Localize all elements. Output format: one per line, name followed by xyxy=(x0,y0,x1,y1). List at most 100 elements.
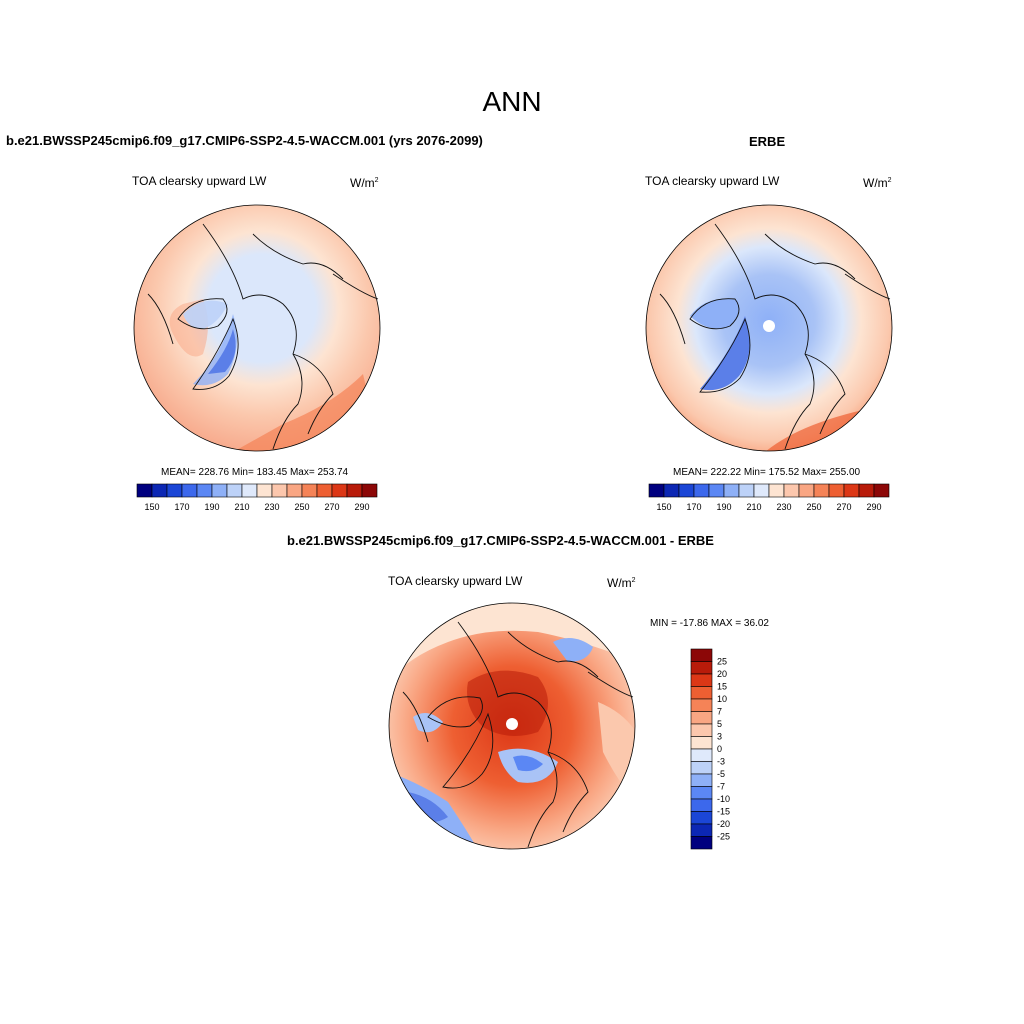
panel-diff-colorbar-box xyxy=(690,711,713,725)
diff-negative-region xyxy=(413,713,443,733)
panel-obs-colorbar-box xyxy=(783,483,800,498)
panel-model-colorbar-box xyxy=(196,483,213,498)
panel-obs-colorbar-box xyxy=(798,483,815,498)
panel-model-colorbar-label: 250 xyxy=(294,502,309,512)
panel-diff-colorbar-label: -5 xyxy=(717,769,725,779)
panel-obs-colorbar-label: 210 xyxy=(746,502,761,512)
panel-diff-colorbar-label: 7 xyxy=(717,707,722,717)
panel-model-colorbar-box xyxy=(301,483,318,498)
map-boundary xyxy=(133,204,381,452)
panel-diff-colorbar-box xyxy=(690,686,713,700)
panel-model-colorbar-label: 190 xyxy=(204,502,219,512)
panel-model-colorbar-box xyxy=(226,483,243,498)
panel-diff-colorbar-label: -25 xyxy=(717,832,730,842)
panel-obs-colorbar-label: 150 xyxy=(656,502,671,512)
panel-obs-colorbar-box xyxy=(708,483,725,498)
panel-obs-map xyxy=(645,204,893,452)
map-field-patch xyxy=(389,603,635,682)
panel-obs-colorbar: 150 170 190 210 230 250 270 290 xyxy=(648,483,890,512)
panel-model-colorbar-label: 150 xyxy=(144,502,159,512)
panel-diff-colorbar-box xyxy=(690,698,713,712)
panel-obs-colorbar-box xyxy=(738,483,755,498)
panel-diff-colorbar-label: 25 xyxy=(717,657,727,667)
polar-gap xyxy=(763,320,775,332)
panel-model-variable: TOA clearsky upward LW xyxy=(132,174,267,188)
archipelago-blue xyxy=(183,300,228,329)
panel-obs-colorbar-box xyxy=(678,483,695,498)
panel-model-colorbar-label: 270 xyxy=(324,502,339,512)
panel-diff-colorbar-label: -10 xyxy=(717,794,730,804)
map-boundary xyxy=(388,602,636,850)
panel-diff-colorbar-label: -7 xyxy=(717,782,725,792)
panel-obs-colorbar-box xyxy=(873,483,890,498)
figure-title: ANN xyxy=(482,86,542,117)
panel-obs-colorbar-label: 230 xyxy=(776,502,791,512)
panel-model-heading: b.e21.BWSSP245cmip6.f09_g17.CMIP6-SSP2-4… xyxy=(6,133,483,148)
panel-obs-colorbar-box xyxy=(813,483,830,498)
panel-diff-colorbar-box xyxy=(690,773,713,787)
panel-model-colorbar-box xyxy=(316,483,333,498)
panel-diff-heading: b.e21.BWSSP245cmip6.f09_g17.CMIP6-SSP2-4… xyxy=(287,533,714,548)
panel-obs-colorbar-box xyxy=(648,483,665,498)
panel-obs-colorbar-box xyxy=(723,483,740,498)
panel-diff-colorbar: 25 20 15 10 7 5 3 0 -3 -5 -7 -10 -15 -20 -25 xyxy=(690,648,730,850)
panel-model-colorbar-box xyxy=(136,483,153,498)
panel-diff-colorbar-label: 5 xyxy=(717,719,722,729)
panel-obs-colorbar-box xyxy=(858,483,875,498)
panel-diff-colorbar-box xyxy=(690,648,713,662)
panel-model-colorbar-box xyxy=(361,483,378,498)
panel-model-colorbar-label: 210 xyxy=(234,502,249,512)
polar-gap xyxy=(506,718,518,730)
panel-model-colorbar-box xyxy=(166,483,183,498)
panel-model-colorbar-label: 290 xyxy=(354,502,369,512)
panel-diff-colorbar-box xyxy=(690,748,713,762)
panel-diff-colorbar-box xyxy=(690,823,713,837)
panel-diff-colorbar-label: 20 xyxy=(717,669,727,679)
panel-obs-colorbar-box xyxy=(693,483,710,498)
panel-model-colorbar-box xyxy=(256,483,273,498)
map-boundary xyxy=(645,204,893,452)
panel-model-colorbar-label: 170 xyxy=(174,502,189,512)
panel-diff-map xyxy=(388,602,636,850)
panel-model-colorbar-box xyxy=(271,483,288,498)
panel-obs-colorbar-label: 170 xyxy=(686,502,701,512)
panel-model-colorbar-box xyxy=(241,483,258,498)
panel-obs-colorbar-label: 290 xyxy=(866,502,881,512)
coastlines xyxy=(659,223,891,450)
diff-positive-core xyxy=(467,670,548,736)
coastlines xyxy=(147,223,379,450)
panel-diff-colorbar-box xyxy=(690,786,713,800)
panel-diff-colorbar-box xyxy=(690,736,713,750)
panel-diff-colorbar-box xyxy=(690,798,713,812)
panel-obs-stats: MEAN= 222.22 Min= 175.52 Max= 255.00 xyxy=(673,467,861,478)
panel-model-colorbar: 150 170 190 210 230 250 270 290 xyxy=(136,483,378,512)
panel-diff-colorbar-box xyxy=(690,661,713,675)
panel-obs-colorbar-box xyxy=(768,483,785,498)
panel-diff-colorbar-label: 0 xyxy=(717,744,722,754)
panel-model-colorbar-box xyxy=(346,483,363,498)
panel-diff-colorbar-box xyxy=(690,673,713,687)
panel-obs-variable: TOA clearsky upward LW xyxy=(645,174,780,188)
panel-model-colorbar-box xyxy=(286,483,303,498)
panel-model-colorbar-box xyxy=(151,483,168,498)
panel-obs-units: W/m2 xyxy=(863,176,892,190)
coastlines xyxy=(402,621,634,848)
panel-diff-colorbar-label: -3 xyxy=(717,757,725,767)
panel-obs-colorbar-box xyxy=(663,483,680,498)
panel-diff-colorbar-box xyxy=(690,723,713,737)
panel-diff-units: W/m2 xyxy=(607,576,636,590)
panel-model-stats: MEAN= 228.76 Min= 183.45 Max= 253.74 xyxy=(161,467,349,478)
panel-model-colorbar-label: 230 xyxy=(264,502,279,512)
panel-diff-colorbar-box xyxy=(690,811,713,825)
panel-diff-variable: TOA clearsky upward LW xyxy=(388,574,523,588)
diff-negative-region xyxy=(553,638,593,662)
panel-obs-colorbar-box xyxy=(753,483,770,498)
greenland-deep-blue xyxy=(208,329,236,374)
panel-obs-colorbar-label: 270 xyxy=(836,502,851,512)
panel-diff-colorbar-label: -15 xyxy=(717,807,730,817)
panel-model-colorbar-box xyxy=(211,483,228,498)
panel-diff-colorbar-label: -20 xyxy=(717,819,730,829)
panel-obs-heading: ERBE xyxy=(749,134,786,149)
panel-diff-stats: MIN = -17.86 MAX = 36.02 xyxy=(650,618,769,629)
panel-diff-colorbar-box xyxy=(690,761,713,775)
